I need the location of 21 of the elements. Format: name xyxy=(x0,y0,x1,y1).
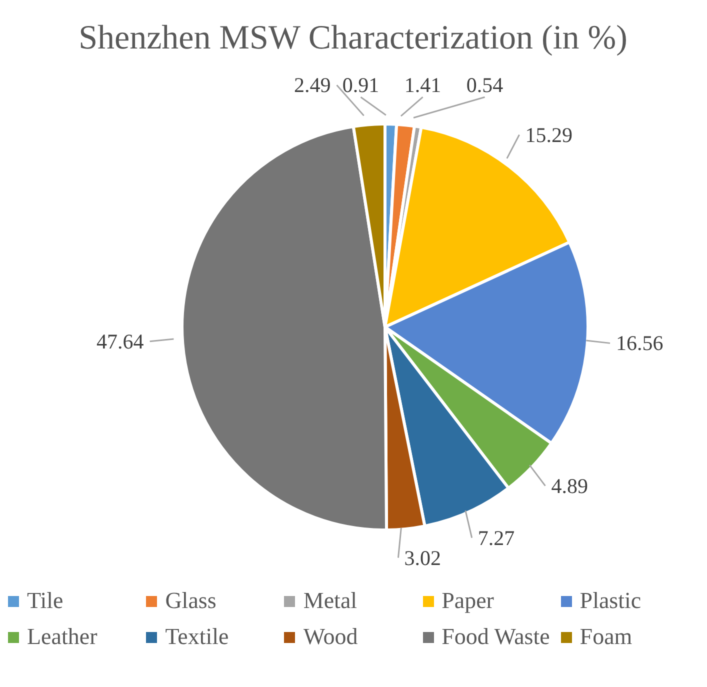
data-label: 4.89 xyxy=(551,474,588,498)
legend-label: Metal xyxy=(303,588,358,614)
legend-label: Glass xyxy=(165,588,216,614)
data-label: 0.91 xyxy=(342,73,380,98)
data-label: 2.49 xyxy=(294,73,331,98)
data-label: 3.02 xyxy=(404,546,441,570)
legend-label: Tile xyxy=(27,588,64,614)
legend-label: Wood xyxy=(303,624,358,650)
legend-label: Leather xyxy=(27,624,98,650)
data-label: 15.29 xyxy=(525,122,573,147)
data-label: 7.27 xyxy=(478,526,515,550)
legend-label: Paper xyxy=(442,588,494,614)
data-label: 47.64 xyxy=(96,329,144,354)
legend-label: Plastic xyxy=(580,588,642,614)
data-label: 0.54 xyxy=(466,73,504,98)
chart-title: Shenzhen MSW Characterization (in %) xyxy=(78,20,628,56)
legend-label: Food Waste xyxy=(442,624,550,650)
data-label: 16.56 xyxy=(616,331,664,356)
legend-label: Textile xyxy=(165,624,229,650)
data-label: 1.41 xyxy=(404,73,442,98)
legend-label: Foam xyxy=(580,624,632,650)
